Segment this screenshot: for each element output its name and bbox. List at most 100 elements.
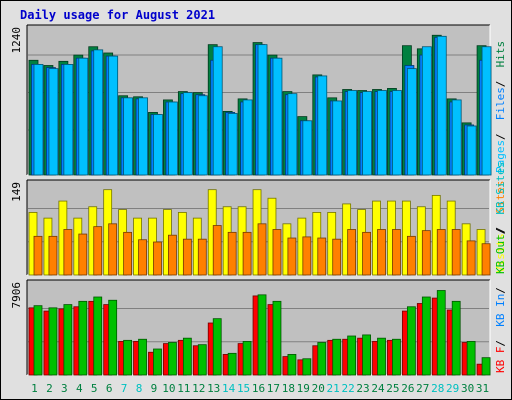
bar-pages-day-1	[33, 64, 44, 176]
bar-pages-day-29	[451, 99, 462, 176]
day-label: 13	[207, 382, 220, 395]
bar-sites-day-16	[257, 223, 267, 276]
bar-kb-out-day-15	[242, 341, 252, 376]
bar-sites-day-14	[227, 231, 237, 276]
day-label: 30	[461, 382, 474, 395]
chart-panel-1: 1240 Pages / Files / Hits	[10, 24, 507, 176]
day-label: 18	[282, 382, 295, 395]
bar-sites-day-18	[287, 237, 297, 276]
bar-kb-out-day-11	[182, 337, 192, 376]
bar-kb-out-day-18	[287, 354, 297, 376]
bar-sites-day-30	[466, 240, 476, 276]
day-label: 7	[121, 382, 128, 395]
bar-sites-day-21	[332, 238, 342, 276]
day-label: 25	[386, 382, 399, 395]
bar-sites-day-22	[347, 229, 357, 276]
legend-visits: Visits	[494, 233, 507, 273]
bar-pages-day-24	[377, 90, 387, 176]
bar-kb-out-day-22	[347, 335, 357, 376]
bar-pages-day-5	[93, 49, 104, 176]
day-label: 14	[222, 382, 236, 395]
bar-sites-day-5	[93, 226, 103, 276]
legend-kb-f: KB F	[494, 347, 507, 374]
bar-sites-day-27	[421, 230, 431, 276]
day-label: 9	[151, 382, 158, 395]
day-label: 12	[192, 382, 205, 395]
bar-sites-day-26	[406, 235, 416, 276]
bar-kb-out-day-10	[168, 342, 177, 376]
legend-separator: /	[494, 340, 507, 347]
bar-kb-out-day-24	[377, 337, 386, 376]
bar-pages-day-12	[197, 95, 208, 176]
bar-kb-out-day-7	[123, 339, 133, 376]
bar-kb-out-day-31	[481, 357, 491, 376]
bar-sites-day-17	[272, 229, 282, 276]
bar-pages-day-8	[138, 97, 148, 176]
bar-pages-day-28	[436, 35, 447, 176]
bar-kb-out-day-12	[197, 344, 207, 376]
legend-separator: /	[494, 228, 507, 235]
bar-sites-day-19	[302, 236, 312, 276]
bar-kb-out-day-14	[227, 352, 237, 376]
bar-sites-day-3	[63, 229, 73, 276]
bar-pages-day-20	[317, 75, 328, 176]
day-label: 21	[327, 382, 340, 395]
bar-sites-day-1	[33, 235, 43, 276]
day-label: 8	[136, 382, 143, 395]
day-label: 26	[401, 382, 414, 395]
y-max-label: 1240	[10, 27, 23, 54]
bar-sites-day-24	[377, 229, 386, 276]
bar-kb-out-day-4	[78, 300, 88, 376]
bar-pages-day-15	[242, 99, 253, 176]
bar-sites-day-23	[362, 231, 371, 276]
day-label: 22	[341, 382, 354, 395]
bar-kb-out-day-13	[212, 318, 222, 376]
bar-pages-day-18	[287, 93, 298, 176]
bar-kb-out-day-27	[421, 296, 431, 376]
bar-sites-day-29	[451, 229, 461, 276]
chart-panel-2: 149 Visits / Sites	[10, 179, 507, 276]
legend-separator: /	[494, 133, 507, 140]
legend-separator: /	[494, 81, 507, 88]
bar-pages-day-9	[153, 114, 163, 176]
bar-kb-out-day-20	[317, 342, 327, 376]
day-label: 27	[416, 382, 429, 395]
bar-sites-day-28	[436, 229, 446, 276]
bar-sites-day-6	[108, 223, 118, 276]
day-label: 23	[356, 382, 369, 395]
y-max-label: 149	[10, 182, 23, 202]
bar-pages-day-3	[63, 64, 74, 176]
bar-sites-day-2	[48, 235, 58, 276]
bar-pages-day-4	[78, 57, 89, 176]
bar-sites-day-15	[242, 231, 252, 276]
day-label: 24	[371, 382, 385, 395]
day-label: 6	[106, 382, 113, 395]
bar-sites-day-13	[212, 225, 222, 276]
chart-panel-3: 7906 KB F / KB In / KB Out / KB Sites	[10, 162, 507, 376]
bar-sites-day-12	[197, 238, 207, 276]
legend-pages: Pages	[494, 140, 507, 173]
day-label: 17	[267, 382, 280, 395]
bar-sites-day-10	[168, 234, 177, 276]
bar-pages-day-17	[272, 57, 283, 176]
bar-kb-out-day-5	[93, 296, 103, 376]
legend-separator: /	[494, 287, 507, 294]
bar-kb-out-day-16	[257, 294, 267, 376]
bar-kb-out-day-28	[436, 290, 446, 376]
bar-pages-day-6	[108, 55, 119, 176]
bar-pages-day-22	[347, 90, 358, 176]
legend-kb-in: KB In	[494, 294, 507, 327]
bar-pages-day-25	[392, 90, 402, 176]
day-label: 5	[91, 382, 98, 395]
legend-kb-out: KB Out	[494, 234, 507, 274]
legend-kb-sites: KB Sites	[494, 162, 507, 215]
bar-pages-day-30	[466, 125, 477, 176]
bar-kb-out-day-2	[48, 307, 58, 376]
bar-kb-out-day-17	[272, 300, 282, 376]
bar-sites-day-4	[78, 233, 88, 276]
day-label: 20	[312, 382, 325, 395]
bar-pages-day-26	[406, 68, 417, 176]
day-label: 28	[431, 382, 444, 395]
bar-kb-out-day-8	[138, 338, 147, 376]
